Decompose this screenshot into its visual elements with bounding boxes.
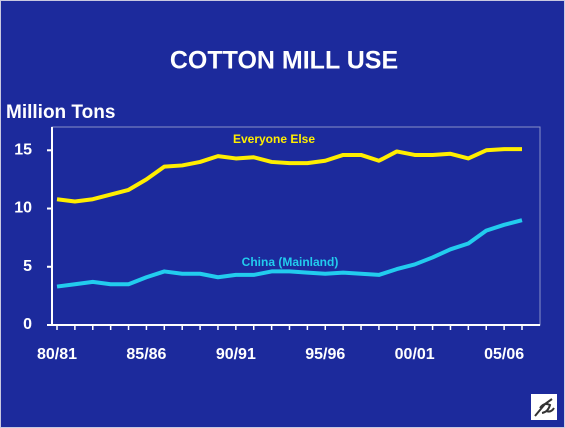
x-tick-label: 90/91 bbox=[216, 346, 256, 363]
series-line bbox=[56, 218, 523, 289]
x-tick-label: 80/81 bbox=[37, 346, 77, 363]
x-tick-label: 05/06 bbox=[484, 346, 524, 363]
cotton-icon bbox=[531, 394, 557, 420]
series-label: China (Mainland) bbox=[242, 255, 339, 269]
x-tick-label: 95/96 bbox=[305, 346, 345, 363]
series-label: Everyone Else bbox=[233, 132, 315, 146]
x-tick-label: 85/86 bbox=[126, 346, 166, 363]
y-tick-label: 5 bbox=[23, 258, 32, 275]
series-line bbox=[56, 147, 522, 204]
x-tick-label: 00/01 bbox=[395, 346, 435, 363]
icon-bg bbox=[531, 394, 557, 420]
y-tick-label: 0 bbox=[23, 316, 32, 333]
y-tick-label: 10 bbox=[14, 200, 32, 217]
y-tick-label: 15 bbox=[14, 142, 32, 159]
chart-title: COTTON MILL USE bbox=[170, 47, 398, 75]
icon-shape bbox=[534, 398, 555, 417]
y-axis-label: Million Tons bbox=[6, 102, 115, 123]
